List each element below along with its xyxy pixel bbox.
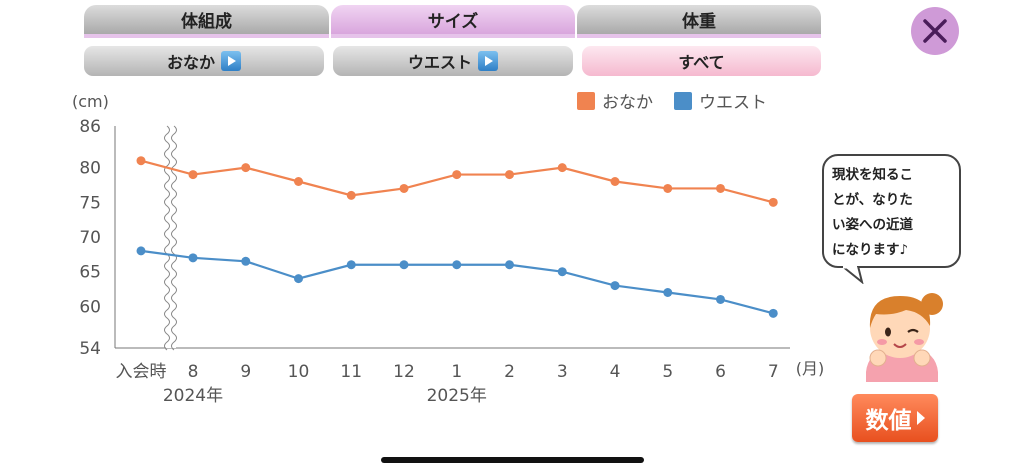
data-point (346, 260, 356, 270)
tab-size[interactable]: サイズ (331, 5, 575, 38)
x-tick-label: 4 (610, 362, 621, 382)
legend-label: ウエスト (699, 93, 767, 113)
y-tick-label: 65 (79, 263, 101, 283)
data-point (136, 246, 146, 256)
x-axis-unit-label: (月) (796, 359, 825, 378)
y-tick-label: 54 (79, 339, 101, 359)
bubble-line: い姿への近道 (832, 217, 913, 233)
data-point (188, 253, 198, 263)
x-tick-label: 7 (768, 362, 779, 382)
tab-label: 体組成 (181, 12, 232, 32)
x-tick-label: 10 (288, 362, 310, 382)
x-tick-label: 2 (504, 362, 515, 382)
play-icon (478, 51, 498, 71)
data-point (399, 183, 409, 193)
x-tick-label: 8 (188, 362, 199, 382)
mascot-girl-illustration (866, 293, 943, 382)
home-indicator[interactable] (381, 457, 644, 463)
bubble-line: になります♪ (832, 242, 909, 258)
subtab-label: ウエスト (407, 53, 472, 72)
y-axis-unit-label: (cm) (72, 92, 109, 111)
data-point (768, 308, 778, 318)
data-point (663, 288, 673, 297)
x-tick-label: 6 (715, 362, 726, 382)
data-point (346, 190, 356, 200)
data-point (452, 170, 462, 180)
subtab-label: おなか (166, 53, 215, 72)
y-tick-label: 60 (79, 297, 101, 317)
data-point (452, 260, 462, 270)
x-tick-label: 9 (240, 362, 251, 382)
data-point (294, 274, 303, 284)
show-values-button[interactable]: 数値 (852, 394, 938, 442)
data-point (505, 260, 514, 270)
data-point (241, 256, 251, 266)
data-point (557, 163, 567, 173)
data-point (768, 197, 778, 207)
legend-swatch (674, 92, 692, 110)
x-tick-label: 12 (393, 362, 415, 382)
data-point (557, 267, 567, 277)
y-tick-label: 70 (79, 228, 101, 248)
close-x-icon (923, 19, 947, 43)
series-line (140, 249, 774, 315)
data-point (716, 183, 725, 193)
legend-label: おなか (602, 93, 653, 113)
data-point (610, 177, 620, 186)
subtab-all[interactable]: すべて (582, 46, 821, 76)
y-tick-label: 80 (79, 159, 101, 179)
x-tick-label: 入会時 (116, 362, 167, 382)
data-point (136, 156, 146, 166)
axis-break-gap (166, 126, 176, 348)
tab-body-composition[interactable]: 体組成 (84, 5, 329, 38)
close-button[interactable] (911, 7, 959, 55)
axis-break-line (164, 125, 170, 351)
play-icon (221, 51, 241, 71)
tab-label: 体重 (682, 12, 716, 32)
x-tick-label: 11 (340, 362, 362, 382)
bubble-tail (840, 266, 864, 284)
subtab-belly[interactable]: おなか (84, 46, 324, 76)
bubble-line: 現状を知るこ (832, 167, 913, 183)
tab-weight[interactable]: 体重 (577, 5, 821, 38)
subtab-label: すべて (678, 53, 725, 72)
y-tick-label: 75 (79, 193, 101, 213)
data-point (716, 294, 725, 304)
data-point (610, 281, 620, 291)
data-point (241, 163, 251, 173)
speech-bubble: 現状を知るこ とが、なりた い姿への近道 になります♪ (822, 154, 961, 268)
x-tick-label: 5 (662, 362, 673, 382)
legend-swatch (577, 92, 595, 110)
data-point (663, 183, 673, 193)
series-line (140, 159, 774, 204)
data-point (505, 170, 514, 180)
year-label: 2025年 (427, 386, 487, 406)
subtab-waist[interactable]: ウエスト (333, 46, 573, 76)
data-point (399, 260, 409, 270)
axis-break-line (171, 125, 177, 351)
show-values-label: 数値 (865, 408, 912, 434)
y-tick-label: 86 (79, 117, 101, 137)
tab-label: サイズ (427, 12, 479, 32)
x-tick-label: 3 (557, 362, 568, 382)
data-point (188, 170, 198, 180)
bubble-line: とが、なりた (832, 192, 913, 208)
data-point (294, 177, 303, 186)
year-label: 2024年 (163, 386, 223, 406)
x-tick-label: 1 (451, 362, 462, 382)
